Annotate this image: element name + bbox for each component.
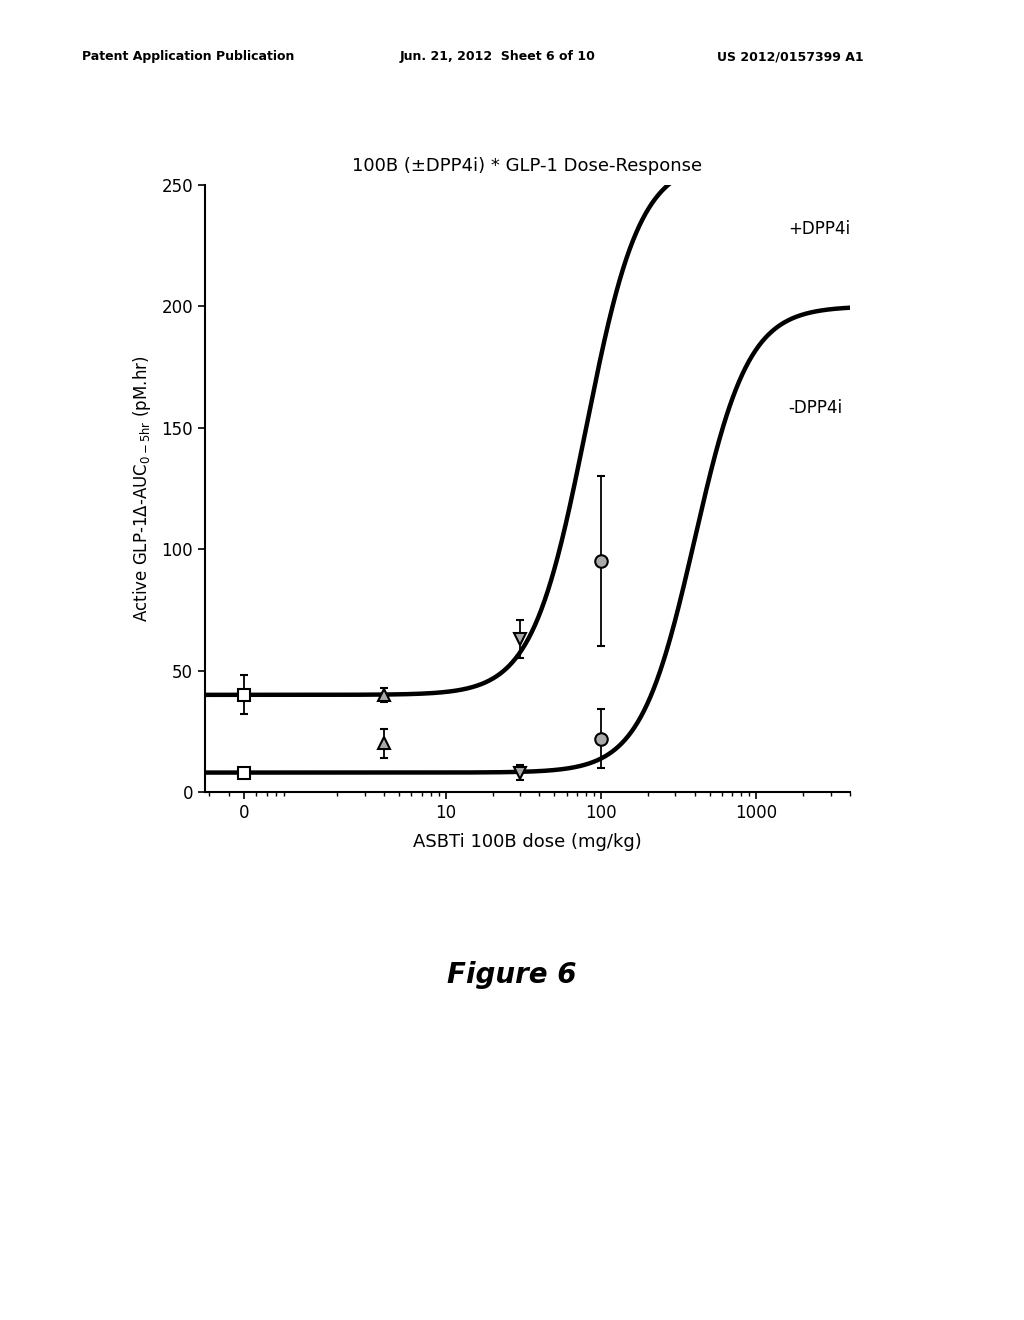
Text: US 2012/0157399 A1: US 2012/0157399 A1 — [717, 50, 863, 63]
Title: 100B (±DPP4i) * GLP-1 Dose-Response: 100B (±DPP4i) * GLP-1 Dose-Response — [352, 157, 702, 176]
Y-axis label: Active GLP-1Δ-AUC$_{\mathregular{0-5hr}}$ (pM.hr): Active GLP-1Δ-AUC$_{\mathregular{0-5hr}}… — [131, 355, 153, 622]
Text: +DPP4i: +DPP4i — [788, 219, 850, 238]
Text: -DPP4i: -DPP4i — [788, 399, 843, 417]
Text: Jun. 21, 2012  Sheet 6 of 10: Jun. 21, 2012 Sheet 6 of 10 — [399, 50, 595, 63]
Text: Figure 6: Figure 6 — [447, 961, 577, 990]
Text: Patent Application Publication: Patent Application Publication — [82, 50, 294, 63]
X-axis label: ASBTi 100B dose (mg/kg): ASBTi 100B dose (mg/kg) — [413, 833, 642, 851]
